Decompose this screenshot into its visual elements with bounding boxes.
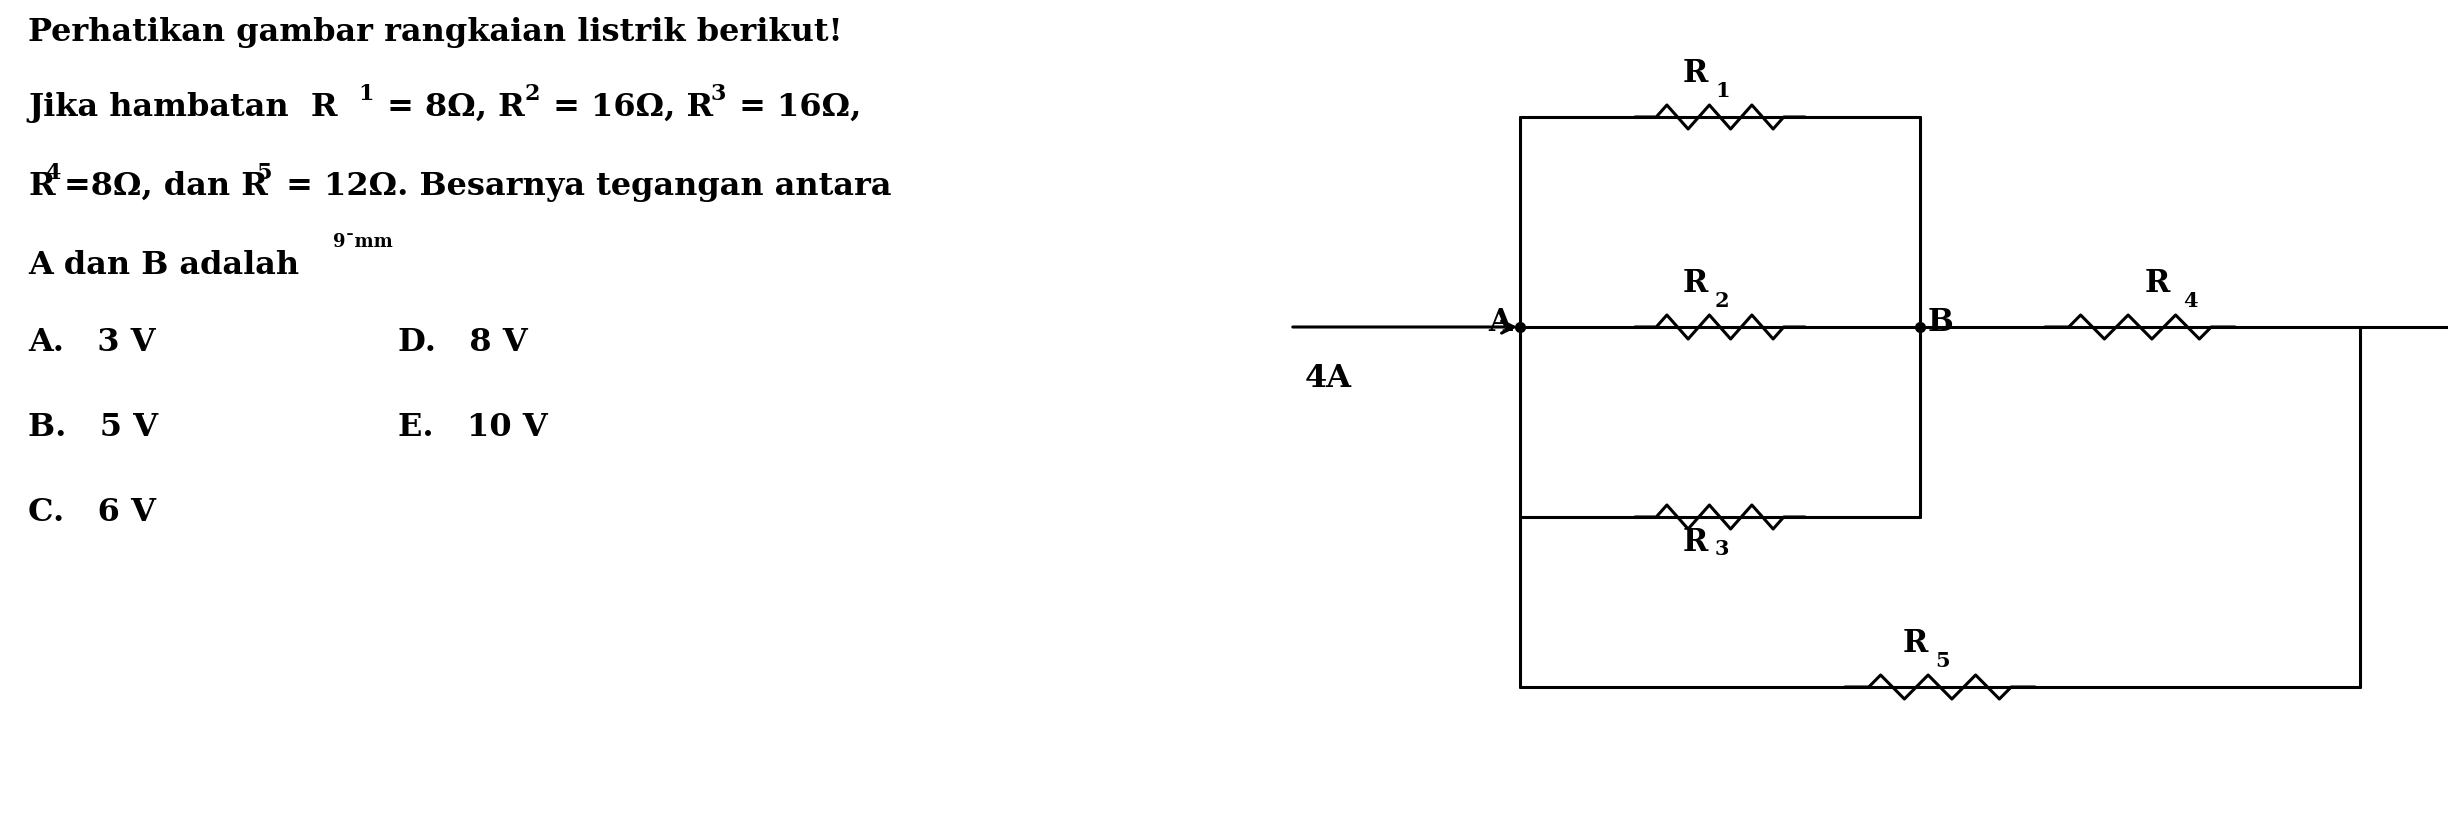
Text: = 8Ω, R: = 8Ω, R: [377, 92, 524, 123]
Text: = 16Ω,: = 16Ω,: [727, 92, 862, 123]
Text: A.   3 V: A. 3 V: [27, 327, 157, 358]
Text: 3: 3: [1716, 539, 1728, 559]
Text: E.   10 V: E. 10 V: [399, 412, 548, 443]
Text: R: R: [1682, 527, 1709, 558]
Text: R: R: [1902, 628, 1929, 659]
Text: A: A: [1488, 306, 1510, 337]
Text: 3: 3: [710, 83, 725, 105]
Text: A dan B adalah: A dan B adalah: [27, 250, 299, 281]
Text: B.   5 V: B. 5 V: [27, 412, 159, 443]
Text: 1: 1: [1716, 81, 1731, 101]
Text: 2: 2: [524, 83, 539, 105]
Text: R: R: [27, 171, 54, 202]
Text: 5: 5: [257, 162, 272, 184]
Text: 2: 2: [1716, 291, 1731, 311]
Text: 4A: 4A: [1305, 363, 1351, 394]
Text: 9ˉmm: 9ˉmm: [333, 233, 392, 251]
Text: 4: 4: [2184, 291, 2198, 311]
Text: 1: 1: [357, 83, 375, 105]
Text: Perhatikan gambar rangkaian listrik berikut!: Perhatikan gambar rangkaian listrik beri…: [27, 17, 842, 48]
Text: Jika hambatan  R: Jika hambatan R: [27, 92, 338, 123]
Text: 5: 5: [1934, 651, 1949, 671]
Text: = 16Ω, R: = 16Ω, R: [541, 92, 712, 123]
Text: R: R: [1682, 58, 1709, 89]
Text: R: R: [2144, 268, 2169, 299]
Text: D.   8 V: D. 8 V: [399, 327, 529, 358]
Text: R: R: [1682, 268, 1709, 299]
Text: = 12Ω. Besarnya tegangan antara: = 12Ω. Besarnya tegangan antara: [274, 171, 891, 202]
Text: =8Ω, dan R: =8Ω, dan R: [64, 171, 267, 202]
Text: C.   6 V: C. 6 V: [27, 497, 157, 528]
Text: 4: 4: [44, 162, 61, 184]
Text: B: B: [1929, 306, 1954, 337]
